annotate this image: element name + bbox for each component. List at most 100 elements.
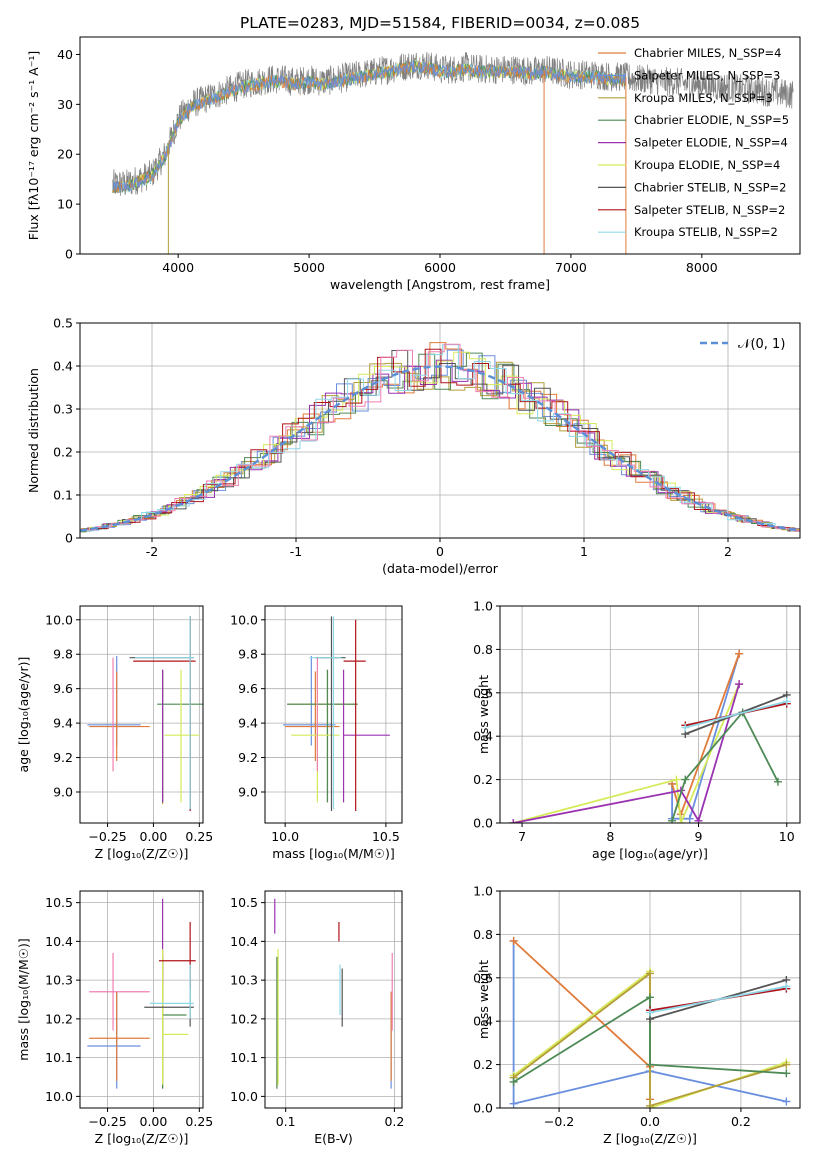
y-tick-label: 0.2 bbox=[473, 772, 493, 787]
y-tick-label: 0.6 bbox=[473, 970, 493, 985]
y-tick-label: 9.4 bbox=[53, 716, 73, 731]
mass-weight-marker bbox=[509, 936, 518, 945]
y-tick-label: 10.5 bbox=[45, 895, 73, 910]
mass-weight-line bbox=[671, 710, 779, 822]
x-tick-label: 0 bbox=[436, 544, 444, 559]
x-tick-label: 10 bbox=[779, 829, 795, 844]
y-tick-label: 0 bbox=[65, 247, 73, 262]
mass-weight-line bbox=[685, 700, 788, 729]
y-axis-label: mass [log₁₀(M/M☉)] bbox=[16, 938, 31, 1060]
legend-label: Chabrier ELODIE, N_SSP=5 bbox=[634, 113, 789, 127]
y-tick-label: 9.0 bbox=[53, 785, 73, 800]
y-tick-label: 9.6 bbox=[238, 681, 258, 696]
residual-histogram bbox=[80, 361, 800, 533]
x-tick-label: 0.00 bbox=[140, 1114, 168, 1129]
legend-label: Kroupa ELODIE, N_SSP=4 bbox=[634, 158, 780, 172]
y-tick-label: 10.3 bbox=[230, 973, 258, 988]
mass-weight-marker bbox=[735, 680, 744, 689]
mass-weight-marker bbox=[685, 814, 694, 823]
mass-weight-marker bbox=[681, 723, 690, 732]
y-tick-label: 0.3 bbox=[53, 402, 73, 417]
x-tick-label: 7000 bbox=[555, 260, 587, 275]
mass-weight-marker bbox=[782, 1060, 791, 1069]
y-tick-label: 10.0 bbox=[45, 612, 73, 627]
plot-area bbox=[283, 616, 390, 811]
spectrum-panel: 4000 5000 6000 7000 8000 0 10 20 30 40 wavelength … bbox=[26, 36, 801, 292]
mass-weight-marker bbox=[509, 1099, 518, 1108]
mass-weight-marker bbox=[672, 775, 681, 784]
plot-area bbox=[509, 649, 791, 823]
y-tick-label: 0.2 bbox=[53, 445, 73, 460]
y-tick-label: 10.3 bbox=[45, 973, 73, 988]
x-tick-label: 0.1 bbox=[276, 1114, 296, 1129]
x-tick-label: −0.2 bbox=[544, 1114, 574, 1129]
x-tick-label: 0.2 bbox=[384, 1114, 404, 1129]
mass-weight-marker bbox=[646, 993, 654, 1002]
x-axis-label: Z [log₁₀(Z/Z☉)] bbox=[95, 1131, 189, 1146]
mass-weight-marker bbox=[646, 969, 654, 978]
mass-weight-marker bbox=[646, 1060, 654, 1069]
y-tick-label: 10.1 bbox=[230, 1050, 258, 1065]
plot-area bbox=[112, 51, 794, 254]
y-tick-label: 9.8 bbox=[53, 647, 73, 662]
mass-vs-extinction-panel: 0.1 0.2 10.0 10.1 10.2 10.3 10.4 10.5 E(B-V) bbox=[230, 890, 404, 1146]
legend-label: Chabrier MILES, N_SSP=4 bbox=[634, 46, 781, 60]
y-tick-label: 10.2 bbox=[45, 1011, 73, 1026]
y-tick-label: 0.5 bbox=[53, 316, 73, 331]
mass-weight-marker bbox=[509, 1077, 518, 1086]
age-vs-metallicity-panel: −0.25 0.00 0.25 9.0 9.2 9.4 9.6 9.8 10.0 Z [log₁₀… bbox=[16, 605, 213, 861]
y-tick-label: 40 bbox=[57, 47, 73, 62]
mass-weight-marker bbox=[782, 697, 791, 706]
y-tick-label: 9.2 bbox=[53, 750, 73, 765]
x-tick-label: 8 bbox=[606, 829, 614, 844]
mass-weight-marker bbox=[668, 816, 677, 823]
y-tick-label: 0.4 bbox=[473, 1014, 493, 1029]
x-tick-label: 0.25 bbox=[185, 1114, 213, 1129]
mass-weight-marker bbox=[646, 1101, 654, 1108]
x-tick-label: 5000 bbox=[293, 260, 325, 275]
mass-weight-marker bbox=[694, 816, 703, 823]
y-tick-label: 9.0 bbox=[238, 785, 258, 800]
residuals-panel: -2 -1 0 1 2 0 0.1 0.2 0.3 0.4 0.5 (data-model)/erro… bbox=[26, 316, 801, 576]
y-tick-label: 30 bbox=[57, 97, 73, 112]
y-tick-label: 9.8 bbox=[238, 647, 258, 662]
y-tick-label: 20 bbox=[57, 147, 73, 162]
y-tick-label: 0 bbox=[65, 531, 73, 546]
y-tick-label: 1.0 bbox=[473, 884, 493, 899]
x-tick-label: 4000 bbox=[162, 260, 194, 275]
legend-label: 𝒩(0, 1) bbox=[738, 337, 785, 352]
x-axis-label: (data-model)/error bbox=[382, 561, 499, 576]
y-axis-label: Flux [fλ10⁻¹⁷ erg cm⁻² s⁻¹ A⁻¹] bbox=[26, 51, 41, 240]
y-tick-label: 0.1 bbox=[53, 488, 73, 503]
plot-area bbox=[509, 936, 791, 1108]
x-axis-label: Z [log₁₀(Z/Z☉)] bbox=[95, 846, 189, 861]
plot-area bbox=[87, 898, 196, 1089]
x-tick-label: 2 bbox=[724, 544, 732, 559]
x-tick-label: -1 bbox=[290, 544, 302, 559]
mass-weight-marker bbox=[773, 777, 782, 786]
y-tick-label: 10.1 bbox=[45, 1050, 73, 1065]
y-tick-label: 10.5 bbox=[230, 895, 258, 910]
x-tick-label: 10.0 bbox=[271, 829, 299, 844]
x-tick-label: 0.00 bbox=[140, 829, 168, 844]
age-vs-mass-panel: 10.0 10.5 9.0 9.2 9.4 9.6 9.8 10.0 mass [log₁₀(M… bbox=[230, 605, 403, 861]
mass-weight-line bbox=[513, 683, 740, 823]
y-tick-label: 10 bbox=[57, 197, 73, 212]
y-tick-label: 0.4 bbox=[473, 729, 493, 744]
residual-histogram bbox=[80, 349, 800, 532]
x-tick-label: 9 bbox=[695, 829, 703, 844]
x-axis-label: wavelength [Angstrom, rest frame] bbox=[330, 277, 550, 292]
x-tick-label: 0.25 bbox=[185, 829, 213, 844]
plot-area bbox=[274, 898, 393, 1089]
axes-frame bbox=[499, 605, 801, 824]
mass-weight-marker bbox=[646, 1008, 654, 1017]
y-tick-label: 9.2 bbox=[238, 750, 258, 765]
x-tick-label: 7 bbox=[518, 829, 526, 844]
plot-area bbox=[87, 616, 203, 811]
residual-histogram bbox=[80, 342, 800, 532]
mass-weight-line bbox=[649, 985, 787, 1014]
axes-frame bbox=[264, 605, 403, 824]
figure-title: PLATE=0283, MJD=51584, FIBERID=0034, z=0… bbox=[240, 14, 640, 32]
mass-vs-metallicity-panel: −0.25 0.00 0.25 10.0 10.1 10.2 10.3 10.4 10.5 Z [… bbox=[16, 890, 213, 1146]
